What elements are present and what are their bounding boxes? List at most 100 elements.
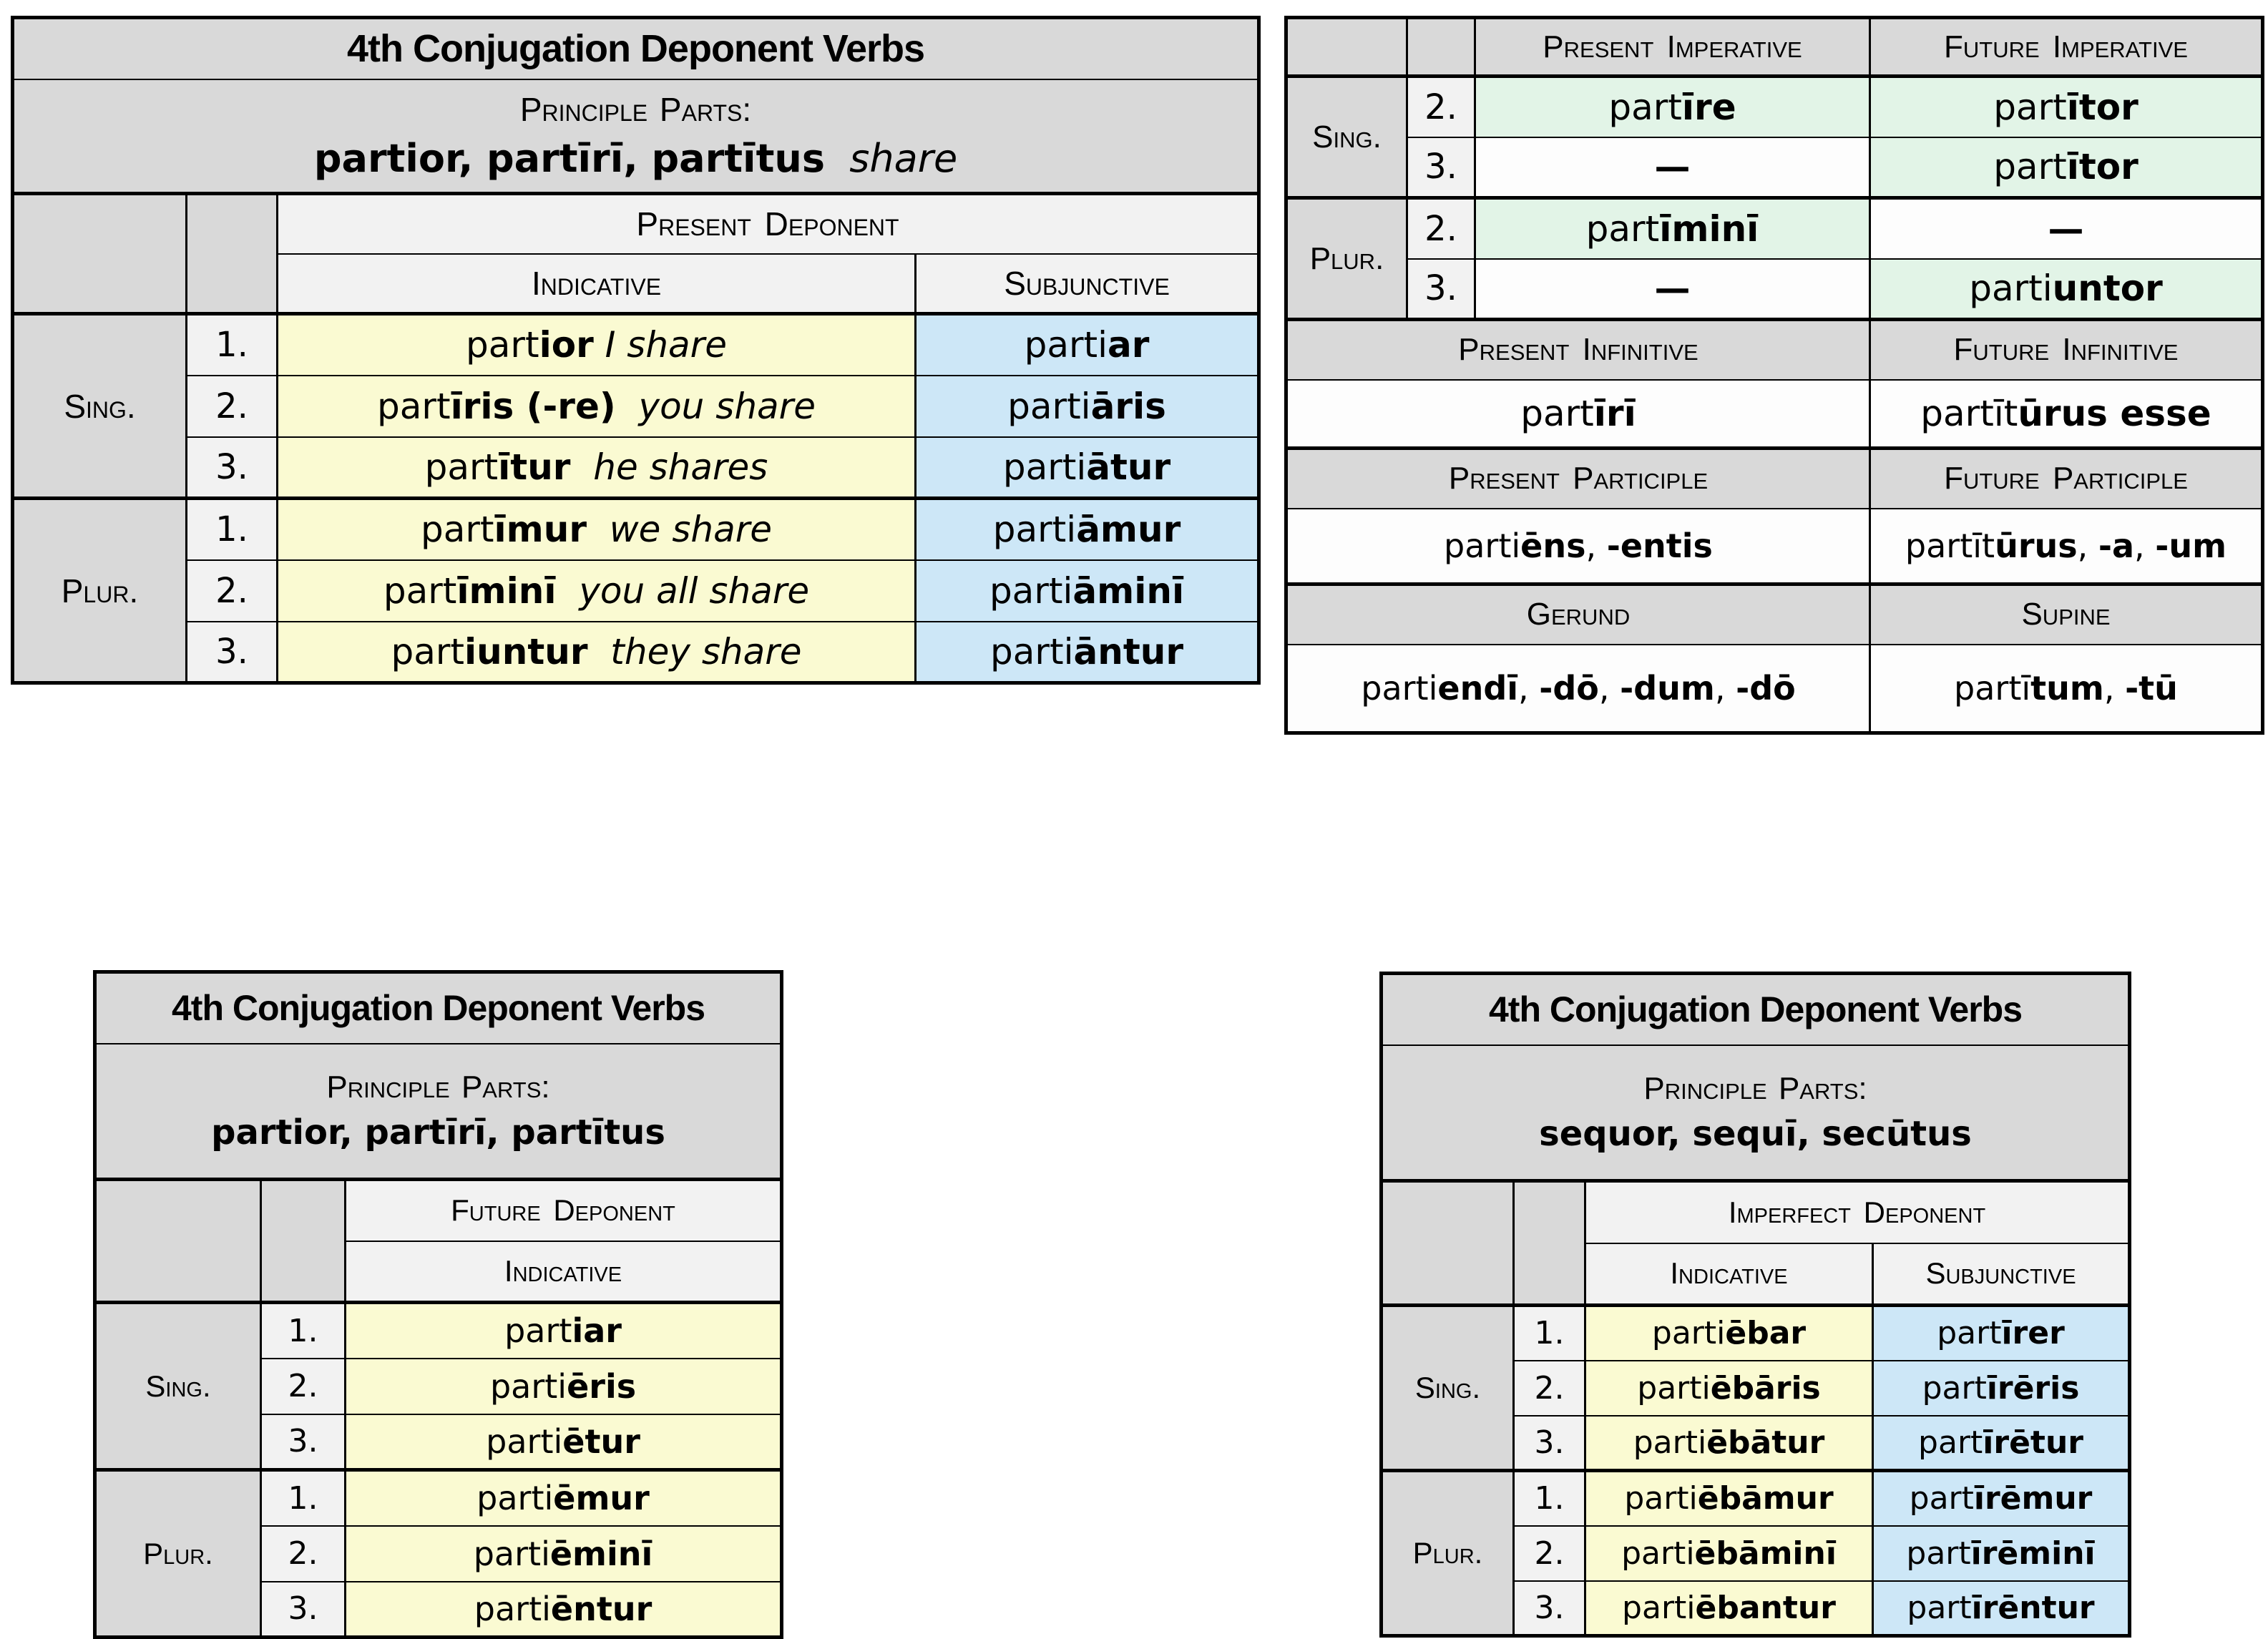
table1-sing1-indicative: partior I share <box>276 312 917 376</box>
text-segment: part <box>1906 1535 1971 1572</box>
table4-sing2-number: 2. <box>1512 1359 1586 1417</box>
text-segment: tum <box>2030 668 2104 708</box>
table4-plur3-number: 3. <box>1512 1580 1586 1637</box>
table1-corner-label-col <box>11 192 187 315</box>
table2-present-imperative-header: Present Imperative <box>1474 16 1871 77</box>
table1-title: 4th Conjugation Deponent Verbs <box>11 16 1261 80</box>
table4-sing2-subjunctive: partīrēris <box>1871 1359 2131 1417</box>
text-segment: they share <box>587 630 802 672</box>
text-segment: ēbātur <box>1706 1424 1825 1461</box>
text-segment: parti <box>1637 1369 1711 1406</box>
text-segment: partior, partīrī, partītus <box>313 136 825 182</box>
table2-plur3-number: 3. <box>1406 258 1476 321</box>
text-segment: ūrus <box>1995 526 2078 565</box>
text-segment: parti <box>1007 385 1091 427</box>
table3-plural-label: Plur. <box>94 1468 262 1638</box>
table1-plur3-number: 3. <box>185 620 278 684</box>
text-segment: we share <box>587 509 773 551</box>
text-segment: part <box>420 509 494 551</box>
text-segment: āmur <box>1076 509 1181 551</box>
text-segment: part <box>1520 392 1594 434</box>
table2-plur3-future-imperative: partiuntor <box>1869 258 2264 321</box>
table3-plur2-number: 2. <box>260 1525 346 1582</box>
text-segment: ēns <box>1520 526 1586 565</box>
table3-plur3-indicative: partiēntur <box>343 1580 783 1638</box>
text-segment: āminī <box>1072 569 1185 612</box>
text-segment: parti <box>1969 268 2053 310</box>
table1-sing3-subjunctive: partiātur <box>914 436 1261 499</box>
text-segment: parti <box>473 1534 550 1573</box>
table4-tense-header: Imperfect Deponent <box>1583 1179 2131 1244</box>
text-segment: -tū <box>2125 668 2178 708</box>
table3-plur2-indicative: partiēminī <box>343 1525 783 1582</box>
text-segment: āris <box>1090 385 1166 427</box>
text-segment: part <box>383 569 457 612</box>
text-segment: partī <box>1954 668 2031 708</box>
text-segment: parti <box>476 1479 554 1518</box>
table2-corner-number-col <box>1406 16 1476 77</box>
table4-plur1-subjunctive: partīrēmur <box>1871 1469 2131 1527</box>
table2-future-imperative-header: Future Imperative <box>1869 16 2264 77</box>
text-segment: part <box>1909 1480 1974 1517</box>
text-segment: -dō <box>1736 668 1796 708</box>
table4-principal-parts-cell: Principle Parts: sequor, sequī, secūtus <box>1379 1044 2131 1182</box>
text-segment: ēbāminī <box>1694 1535 1837 1572</box>
table2-present-infinitive-header: Present Infinitive <box>1285 318 1871 381</box>
table2-future-infinitive-header: Future Infinitive <box>1869 318 2264 381</box>
text-segment: parti <box>990 630 1074 672</box>
table2-supine-value: partītum, -tū <box>1869 643 2264 734</box>
text-segment: part <box>1937 1315 2002 1352</box>
table1-plur1-number: 1. <box>185 496 278 561</box>
table4-sing2-indicative: partiēbāris <box>1584 1359 1874 1417</box>
table2-sing2-future-imperative: partītor <box>1869 74 2264 138</box>
table1-sing3-number: 3. <box>185 436 278 499</box>
table4-sing1-subjunctive: partīrer <box>1871 1303 2131 1361</box>
text-segment: , <box>1598 668 1621 708</box>
table3-principal-parts-cell: Principle Parts: partior, partīrī, partī… <box>93 1042 783 1180</box>
table4-plur1-number: 1. <box>1512 1469 1586 1527</box>
text-segment: iar <box>572 1311 622 1351</box>
table4-plur2-indicative: partiēbāminī <box>1584 1525 1874 1582</box>
table2-sing2-present-imperative: partīre <box>1474 74 1871 138</box>
text-segment: part <box>1993 86 2067 128</box>
table1-corner-number-col <box>185 192 278 315</box>
table2-sing3-number: 3. <box>1406 136 1476 199</box>
text-segment: ītor <box>2066 86 2139 128</box>
text-segment: parti <box>1444 526 1521 565</box>
text-segment: untor <box>2052 268 2163 310</box>
table4-plur2-number: 2. <box>1512 1525 1586 1582</box>
table4-plur3-subjunctive: partīrēntur <box>1871 1580 2131 1637</box>
table4-corner-number-col <box>1512 1179 1586 1306</box>
text-segment: part <box>1993 146 2067 188</box>
text-segment: partīt <box>1905 526 1995 565</box>
text-segment: parti <box>489 1366 567 1406</box>
text-segment: ētur <box>562 1422 640 1461</box>
text-segment: parti <box>1621 1535 1695 1572</box>
table1-indicative-header: Indicative <box>276 253 917 315</box>
text-segment: parti <box>1651 1315 1726 1352</box>
table1-singular-label: Sing. <box>11 312 187 499</box>
table2-plur2-present-imperative: partīminī <box>1474 196 1871 260</box>
table3-singular-label: Sing. <box>94 1301 262 1471</box>
text-segment: he shares <box>570 446 768 488</box>
table3-tense-header: Future Deponent <box>343 1178 783 1242</box>
text-segment: — <box>1654 146 1691 188</box>
text-segment: ior <box>539 324 594 366</box>
text-segment: ūrus esse <box>2018 392 2211 434</box>
table1-principal-parts-value: partior, partīrī, partītus share <box>15 136 1257 182</box>
text-segment: parti <box>1622 1589 1696 1626</box>
text-segment: part <box>1585 207 1660 250</box>
table2-supine-header: Supine <box>1869 582 2264 645</box>
table1-sing1-number: 1. <box>185 312 278 376</box>
table3-plur1-number: 1. <box>260 1468 346 1527</box>
table4-plur1-indicative: partiēbāmur <box>1584 1469 1874 1527</box>
table4-corner-label-col <box>1380 1179 1515 1306</box>
table4-title: 4th Conjugation Deponent Verbs <box>1379 972 2131 1046</box>
table1-plur1-subjunctive: partiāmur <box>914 496 1261 561</box>
text-segment: īrer <box>2001 1315 2065 1352</box>
text-segment: share <box>824 136 958 182</box>
table2-gerund-value: partiendī, -dō, -dum, -dō <box>1285 643 1871 734</box>
table2-corner-label-col <box>1285 16 1408 77</box>
table2-plural-label: Plur. <box>1285 196 1408 321</box>
table3-corner-number-col <box>260 1178 346 1303</box>
